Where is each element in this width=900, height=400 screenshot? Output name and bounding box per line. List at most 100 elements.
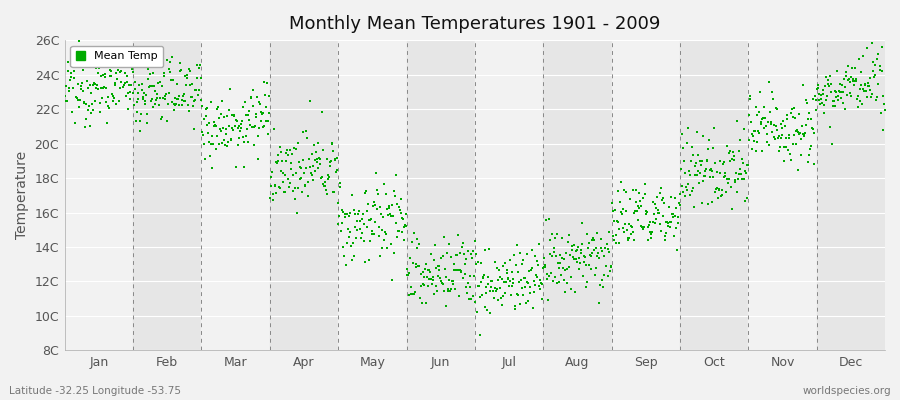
Point — [608, 236, 622, 243]
Point — [255, 111, 269, 118]
Point — [591, 250, 606, 257]
Point — [689, 172, 704, 178]
Point — [494, 302, 508, 308]
Point — [723, 158, 737, 164]
Point — [456, 240, 471, 247]
Point — [370, 206, 384, 212]
Point — [467, 273, 482, 279]
Point — [104, 68, 119, 74]
Point — [78, 124, 93, 130]
Point — [790, 129, 805, 135]
Point — [678, 192, 692, 199]
Point — [655, 196, 670, 203]
Point — [580, 230, 595, 237]
Point — [859, 88, 873, 94]
Point — [727, 157, 742, 164]
Point — [214, 98, 229, 104]
Point — [532, 241, 546, 248]
Point — [181, 102, 195, 108]
Point — [316, 147, 330, 154]
Point — [176, 93, 190, 99]
Point — [377, 236, 392, 243]
Point — [696, 132, 710, 139]
Point — [742, 137, 756, 144]
Point — [425, 281, 439, 288]
Point — [235, 118, 249, 124]
Point — [366, 231, 381, 237]
Point — [191, 92, 205, 98]
Point — [823, 124, 837, 130]
Point — [842, 79, 857, 85]
Point — [307, 142, 321, 148]
Point — [498, 290, 512, 296]
Point — [758, 115, 772, 122]
Point — [665, 210, 680, 217]
Point — [690, 167, 705, 174]
Point — [797, 132, 812, 139]
Point — [295, 129, 310, 135]
Point — [154, 116, 168, 122]
Point — [786, 141, 800, 147]
Point — [804, 116, 818, 122]
Point — [169, 81, 184, 87]
Point — [279, 150, 293, 156]
Point — [175, 102, 189, 108]
Point — [306, 163, 320, 169]
Point — [581, 262, 596, 268]
Point — [426, 277, 440, 283]
Point — [837, 76, 851, 82]
Point — [198, 155, 212, 162]
Point — [224, 137, 238, 144]
Point — [842, 77, 856, 83]
Point — [868, 97, 883, 103]
Point — [289, 146, 303, 152]
Point — [212, 114, 227, 121]
Point — [528, 282, 543, 288]
Point — [485, 288, 500, 294]
Point — [427, 291, 441, 298]
Point — [350, 227, 365, 233]
Point — [490, 265, 504, 272]
Point — [302, 156, 316, 162]
Point — [616, 206, 630, 212]
Point — [375, 227, 390, 233]
Point — [183, 82, 197, 88]
Point — [876, 92, 890, 99]
Point — [832, 88, 847, 95]
Point — [818, 83, 832, 90]
Point — [92, 65, 106, 71]
Point — [277, 172, 292, 178]
Point — [626, 229, 641, 235]
Point — [686, 152, 700, 158]
Point — [403, 255, 418, 261]
Point — [730, 189, 744, 195]
Point — [785, 106, 799, 112]
Point — [149, 94, 164, 101]
Point — [718, 173, 733, 180]
Point — [753, 119, 768, 125]
Point — [147, 83, 161, 89]
Point — [331, 221, 346, 228]
Point — [770, 106, 784, 113]
Point — [606, 208, 620, 214]
Point — [88, 81, 103, 87]
Point — [877, 127, 891, 134]
Point — [760, 119, 775, 126]
Point — [500, 275, 515, 282]
Point — [506, 280, 520, 286]
Point — [238, 99, 252, 105]
Point — [85, 110, 99, 116]
Point — [668, 194, 682, 201]
Point — [671, 200, 686, 206]
Point — [194, 102, 209, 109]
Point — [177, 98, 192, 104]
Point — [577, 259, 591, 265]
Point — [643, 228, 657, 235]
Point — [660, 218, 674, 225]
Point — [142, 84, 157, 90]
Point — [637, 180, 652, 187]
Point — [101, 94, 115, 100]
Point — [326, 148, 340, 154]
Point — [360, 224, 374, 230]
Point — [712, 186, 726, 193]
